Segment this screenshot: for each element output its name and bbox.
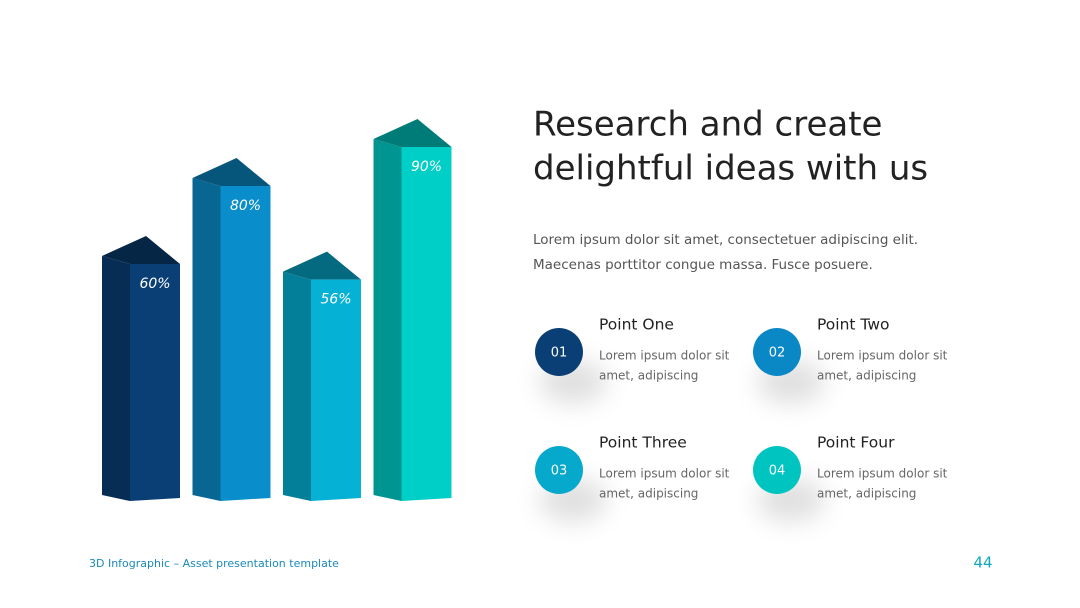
point-badge xyxy=(535,446,583,494)
point-body: amet, adipiscing xyxy=(599,487,698,501)
bar xyxy=(311,279,361,501)
bar-chart: 60% 80% 56% 90% xyxy=(102,119,452,501)
bar xyxy=(130,264,180,501)
point-number: 04 xyxy=(769,464,786,479)
bar-value-label: 80% xyxy=(230,198,261,214)
point-number: 01 xyxy=(551,346,568,361)
slide-body: Maecenas porttitor congue massa. Fusce p… xyxy=(533,257,873,273)
bar-value-label: 60% xyxy=(139,276,170,292)
bar-value-label: 90% xyxy=(411,159,442,175)
bar xyxy=(401,147,452,501)
bar-top xyxy=(283,251,361,280)
slide-body: Lorem ipsum dolor sit amet, consectetuer… xyxy=(533,232,918,248)
bar-side xyxy=(283,271,311,501)
point-body: Lorem ipsum dolor sit xyxy=(817,349,948,363)
point-title: Point Three xyxy=(599,434,687,452)
point-body: amet, adipiscing xyxy=(599,369,698,383)
point-number: 02 xyxy=(769,346,786,361)
point-title: Point Four xyxy=(817,434,895,452)
point-badge xyxy=(535,328,583,376)
point-body: Lorem ipsum dolor sit xyxy=(599,349,730,363)
point-body: Lorem ipsum dolor sit xyxy=(817,467,948,481)
bar-top xyxy=(373,119,452,147)
bar-side xyxy=(192,178,221,501)
slide-title: Research and create xyxy=(533,105,882,145)
point-title: Point Two xyxy=(817,316,889,334)
point-body: Lorem ipsum dolor sit xyxy=(599,467,730,481)
point-body: amet, adipiscing xyxy=(817,369,916,383)
bar-side xyxy=(102,256,130,501)
slide-title: delightful ideas with us xyxy=(533,149,928,189)
point-body: amet, adipiscing xyxy=(817,487,916,501)
bar-value-label: 56% xyxy=(320,292,351,308)
point-badge xyxy=(753,328,801,376)
page-number: 44 xyxy=(973,554,992,572)
bar-top xyxy=(102,236,180,264)
bar xyxy=(220,186,271,501)
points: 01 Point One Lorem ipsum dolor sit amet, ad… xyxy=(535,316,948,522)
footer: 3D Infographic – Asset presentation temp… xyxy=(89,557,339,570)
bar-top xyxy=(192,158,271,186)
bar-side xyxy=(373,139,402,501)
point-badge xyxy=(753,446,801,494)
point-title: Point One xyxy=(599,316,674,334)
point-number: 03 xyxy=(551,464,568,479)
